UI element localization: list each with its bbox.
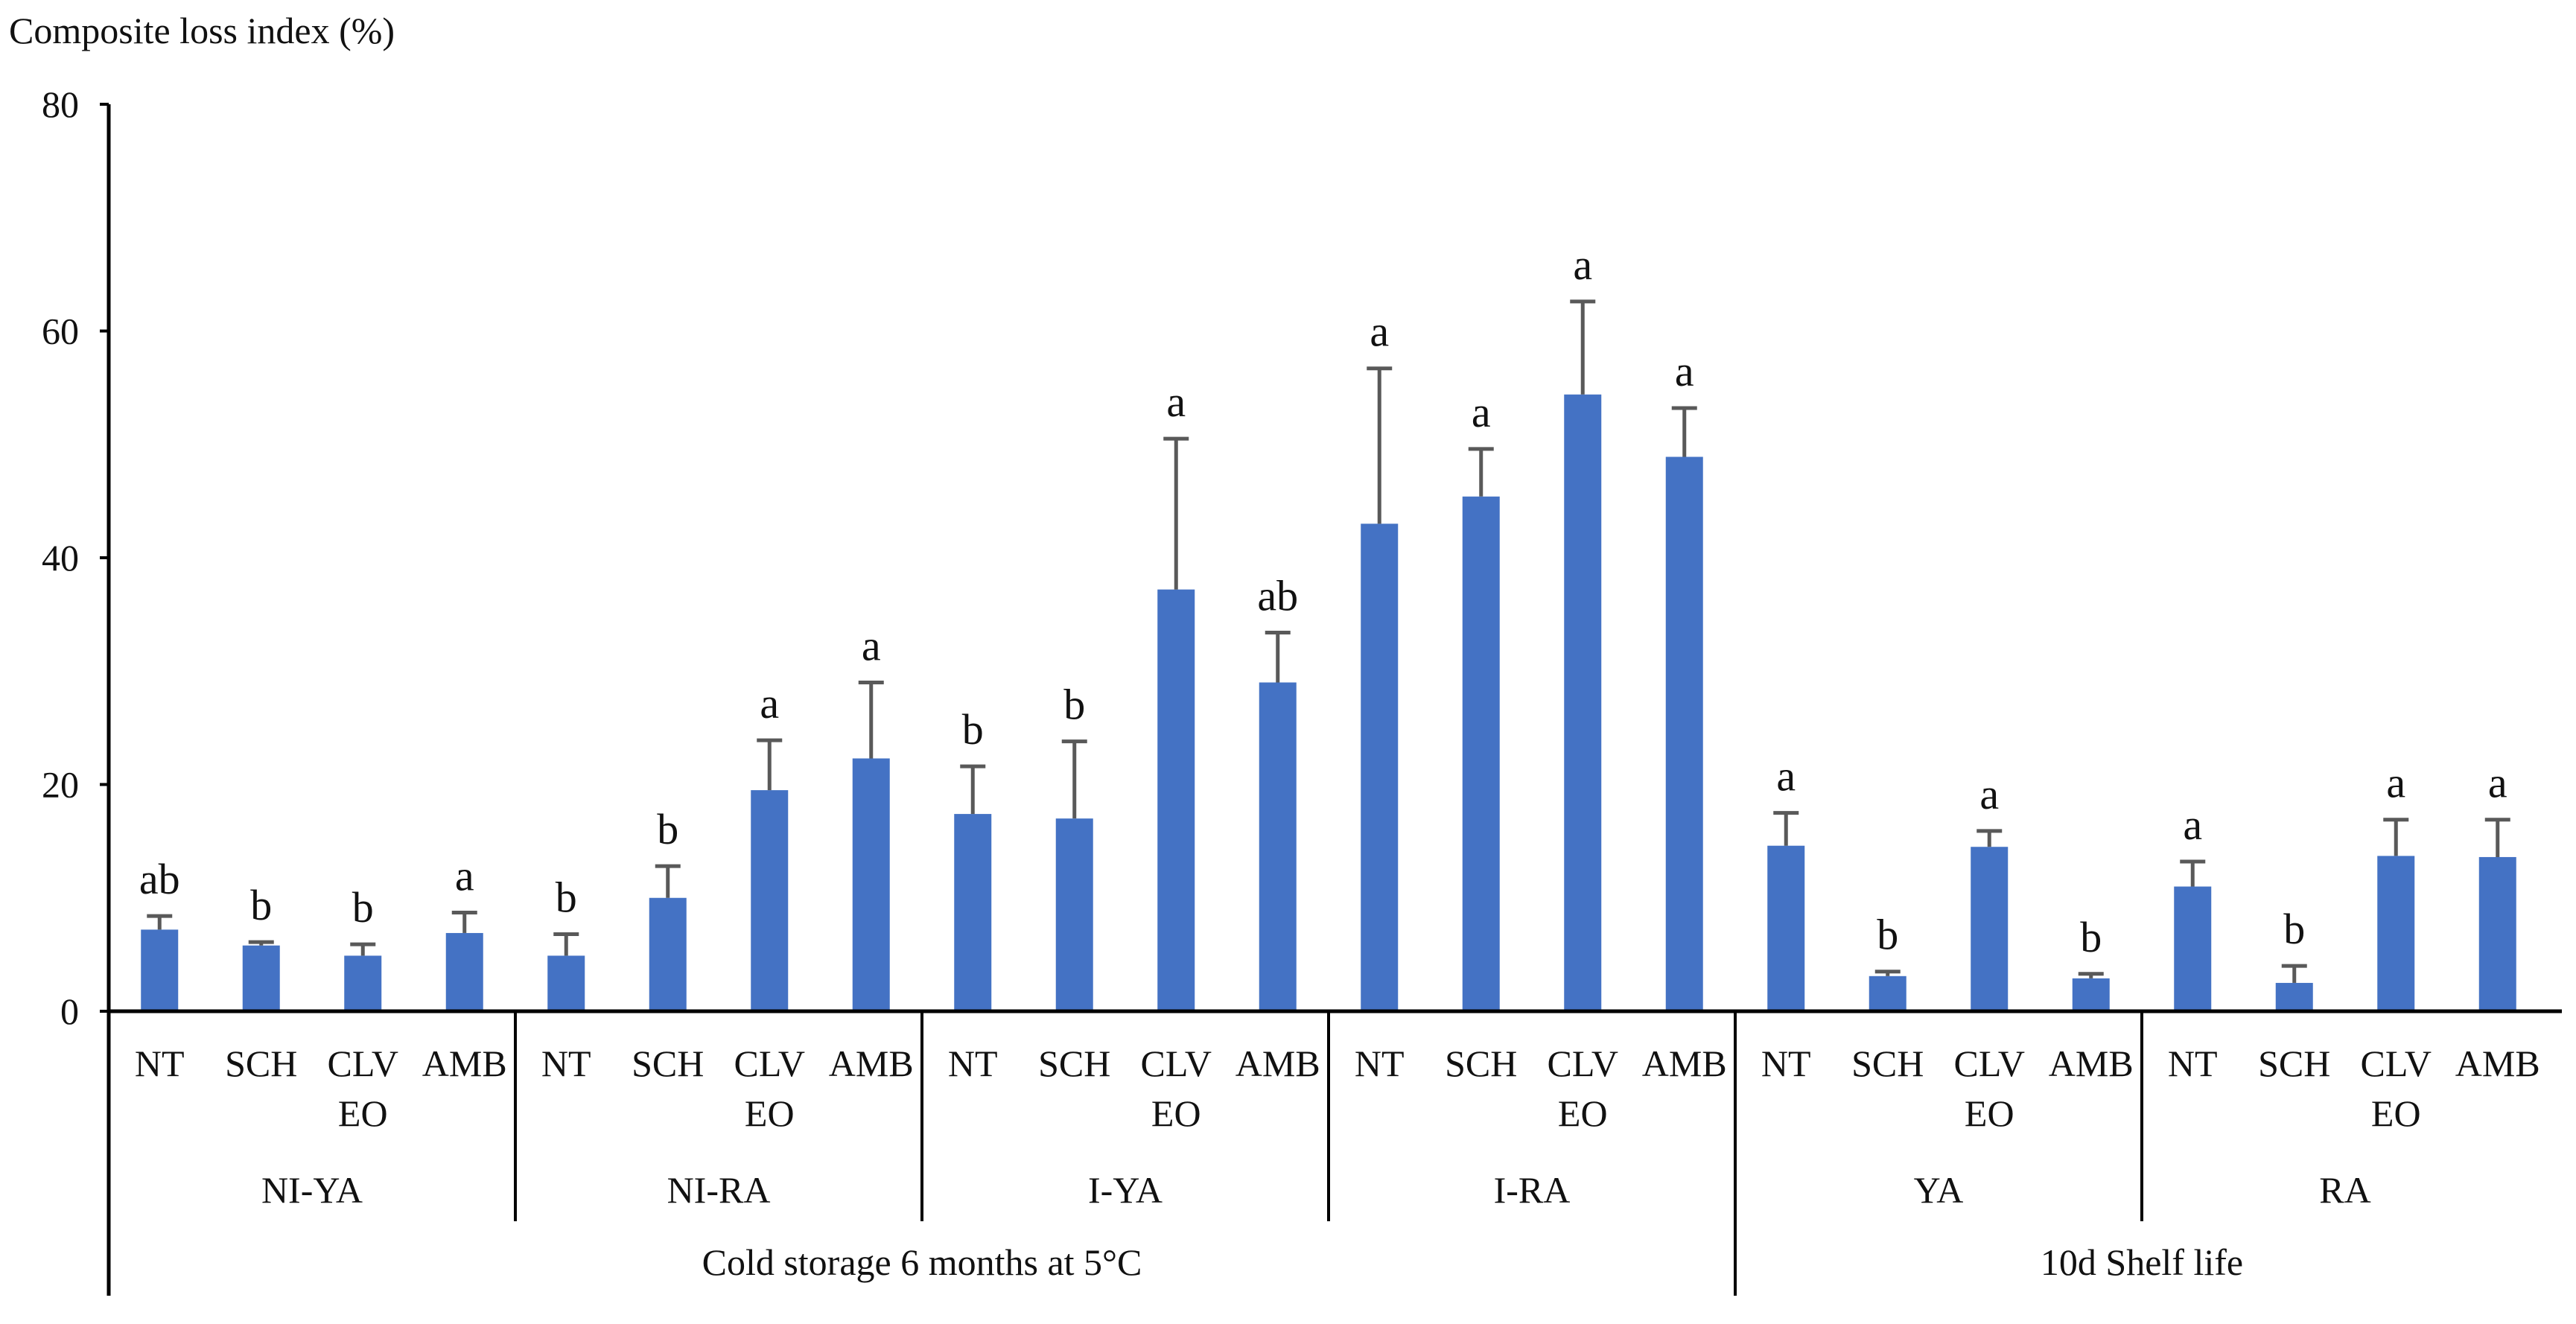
bar xyxy=(1767,845,1805,1011)
bar xyxy=(649,897,687,1011)
group-label: NI-RA xyxy=(667,1169,771,1211)
bar xyxy=(2174,886,2212,1011)
group-label: I-YA xyxy=(1088,1169,1163,1211)
bar xyxy=(1259,682,1297,1011)
x-tick-label-line2: EO xyxy=(1151,1092,1201,1134)
x-tick-label: SCH xyxy=(225,1043,297,1084)
error-bars xyxy=(147,299,2510,983)
significance-letter: a xyxy=(760,679,779,728)
significance-letter: b xyxy=(1877,911,1898,959)
x-tick-label: NT xyxy=(135,1043,185,1084)
x-tick-label-line2: EO xyxy=(338,1092,388,1134)
bar xyxy=(2275,982,2313,1011)
y-tick-label: 40 xyxy=(42,537,79,579)
x-tick-label-line2: EO xyxy=(2371,1092,2421,1134)
x-axis: NT SCH CLV EO AMB NI-YA NT SCH CLV EO AMB NI-RA NT SC… xyxy=(109,1009,2562,1296)
x-tick-label: CLV xyxy=(1954,1043,2025,1084)
bar xyxy=(751,790,789,1011)
x-tick-label: SCH xyxy=(1445,1043,1517,1084)
x-tick-label: SCH xyxy=(1038,1043,1110,1084)
group-label: YA xyxy=(1914,1169,1964,1211)
bar xyxy=(445,932,483,1011)
x-tick-label: AMB xyxy=(2455,1043,2540,1084)
x-tick-label: AMB xyxy=(829,1043,914,1084)
y-axis: 0 20 40 60 80 xyxy=(42,83,111,1296)
y-tick-label: 0 xyxy=(60,990,79,1032)
significance-letter: b xyxy=(2283,905,2305,953)
bar xyxy=(1361,523,1399,1011)
bar xyxy=(1665,456,1703,1011)
y-tick-label: 60 xyxy=(42,311,79,352)
y-tick-label: 20 xyxy=(42,764,79,806)
bar xyxy=(344,955,382,1011)
y-axis-title: Composite loss index (%) xyxy=(9,10,395,51)
significance-letter: a xyxy=(1675,347,1694,395)
significance-letter: b xyxy=(2080,913,2102,961)
x-tick-label: NT xyxy=(2168,1043,2218,1084)
bar xyxy=(242,945,280,1011)
significance-letter: ab xyxy=(1257,571,1298,620)
x-tick-label: SCH xyxy=(2258,1043,2330,1084)
x-tick-label: CLV xyxy=(328,1043,398,1084)
significance-letter: b xyxy=(962,705,984,754)
bar xyxy=(1564,394,1602,1011)
bar xyxy=(547,955,585,1011)
bar xyxy=(852,758,890,1011)
x-tick-label: NT xyxy=(1761,1043,1811,1084)
x-tick-label: SCH xyxy=(632,1043,704,1084)
x-tick-label: CLV xyxy=(1548,1043,1618,1084)
x-tick-label: CLV xyxy=(734,1043,805,1084)
significance-letter: a xyxy=(1573,241,1592,289)
x-tick-label: AMB xyxy=(422,1043,507,1084)
significance-letter: a xyxy=(2488,759,2507,807)
significance-letter: a xyxy=(2386,759,2405,807)
significance-letter: a xyxy=(862,621,881,669)
significance-letter: a xyxy=(1979,770,1999,818)
significance-letter: ab xyxy=(139,855,180,903)
y-tick-label: 80 xyxy=(42,83,79,125)
bar xyxy=(2377,856,2415,1011)
x-tick-label: CLV xyxy=(2361,1043,2432,1084)
significance-letter: b xyxy=(556,873,577,921)
significance-letter: a xyxy=(1776,752,1796,801)
x-tick-label: SCH xyxy=(1851,1043,1924,1084)
x-tick-label: NT xyxy=(1355,1043,1405,1084)
group-label: I-RA xyxy=(1494,1169,1571,1211)
significance-letter: b xyxy=(1063,681,1085,729)
group-label: NI-YA xyxy=(261,1169,363,1211)
x-tick-label: NT xyxy=(948,1043,998,1084)
x-tick-label: AMB xyxy=(2049,1043,2134,1084)
significance-letter: a xyxy=(455,852,474,900)
x-tick-label: AMB xyxy=(1235,1043,1320,1084)
group-label: RA xyxy=(2319,1169,2370,1211)
bar xyxy=(1462,496,1500,1011)
bar xyxy=(954,814,992,1011)
x-tick-label: CLV xyxy=(1141,1043,1212,1084)
bar xyxy=(2478,856,2516,1011)
significance-letter: a xyxy=(1370,308,1389,356)
significance-letter: a xyxy=(1166,378,1186,426)
period-label: 10d Shelf life xyxy=(2041,1241,2243,1283)
significance-letter: a xyxy=(1472,388,1491,436)
x-tick-label-line2: EO xyxy=(1965,1092,2014,1134)
significance-letter: b xyxy=(250,881,272,929)
x-tick-label: NT xyxy=(541,1043,591,1084)
bar xyxy=(1157,589,1195,1011)
bar xyxy=(1971,847,2009,1011)
bar xyxy=(141,929,179,1011)
significance-letter: b xyxy=(352,883,374,932)
bar xyxy=(2072,978,2110,1011)
x-tick-label-line2: EO xyxy=(1558,1092,1608,1134)
bar xyxy=(1869,976,1906,1011)
x-tick-label-line2: EO xyxy=(745,1092,795,1134)
significance-letter: b xyxy=(657,805,678,853)
significance-letter: a xyxy=(2183,801,2202,849)
bars xyxy=(141,394,2516,1011)
bar xyxy=(1055,818,1093,1011)
period-label: Cold storage 6 months at 5°C xyxy=(702,1241,1142,1283)
x-tick-label: AMB xyxy=(1642,1043,1727,1084)
